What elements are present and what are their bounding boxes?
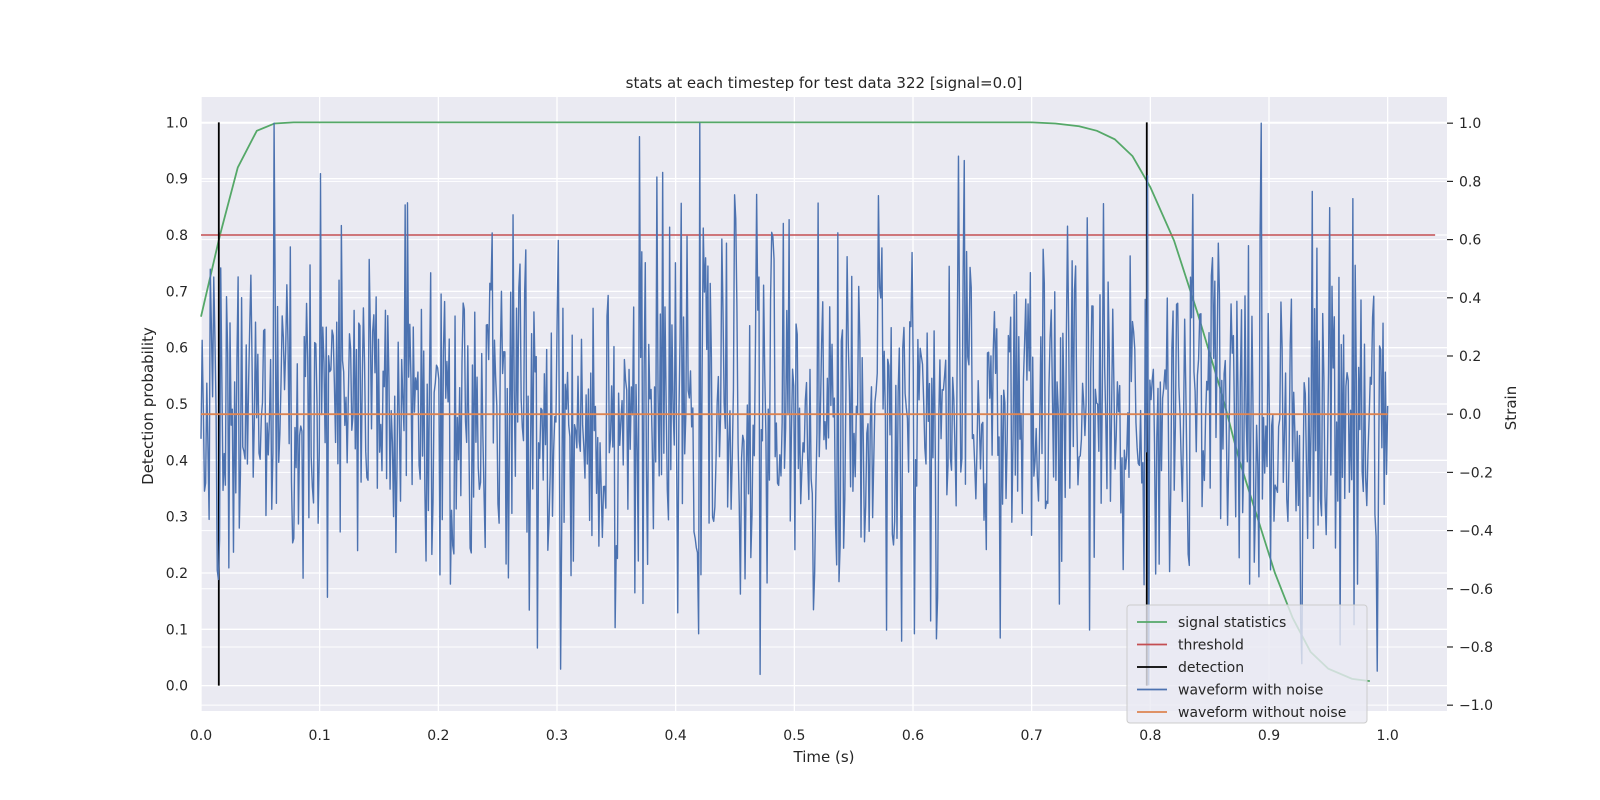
x-tick-label: 0.2 xyxy=(427,728,449,744)
x-tick-label: 0.7 xyxy=(1021,728,1043,744)
y-right-tick-label: −0.8 xyxy=(1459,640,1493,656)
y-left-tick-label: 1.0 xyxy=(166,115,188,131)
y-left-tick-label: 0.3 xyxy=(166,510,188,526)
x-tick-label: 0.0 xyxy=(190,728,212,744)
y-right-tick-label: 0.6 xyxy=(1459,233,1481,249)
y-left-tick-label: 0.4 xyxy=(166,453,188,469)
y-left-tick-labels: 0.0 0.1 0.2 0.3 0.4 0.5 0.6 0.7 0.8 0.9 1.0 xyxy=(166,115,188,694)
y-left-tick-label: 0.9 xyxy=(166,172,188,188)
x-tick-label: 0.9 xyxy=(1258,728,1280,744)
y-right-tick-label: 1.0 xyxy=(1459,116,1481,132)
x-tick-label: 0.8 xyxy=(1139,728,1161,744)
legend-label: threshold xyxy=(1178,638,1244,654)
series-signal-statistics xyxy=(200,121,1370,683)
y-right-tick-label: −0.6 xyxy=(1459,582,1493,598)
x-tick-label: 0.5 xyxy=(783,728,805,744)
y-left-tick-label: 0.0 xyxy=(166,679,188,695)
legend: signal statistics threshold detection wavef… xyxy=(1126,604,1368,724)
x-tick-label: 0.6 xyxy=(902,728,924,744)
legend-label: waveform with noise xyxy=(1178,683,1323,699)
y-right-tick-label: 0.8 xyxy=(1459,174,1481,190)
y-right-tick-label: −1.0 xyxy=(1459,698,1493,714)
x-tick-label: 0.3 xyxy=(546,728,568,744)
series-layer xyxy=(200,121,1436,686)
x-tick-labels: 0.0 0.1 0.2 0.3 0.4 0.5 0.6 0.7 0.8 0.9 1.0 xyxy=(190,728,1399,744)
y-right-tick-label: −0.4 xyxy=(1459,524,1493,540)
x-tick-label: 0.1 xyxy=(309,728,331,744)
y-right-tick-label: 0.2 xyxy=(1459,349,1481,365)
y-left-tick-label: 0.6 xyxy=(166,341,188,357)
chart-title: stats at each timestep for test data 322… xyxy=(626,74,1023,92)
y-left-tick-label: 0.2 xyxy=(166,566,188,582)
x-tick-label: 0.4 xyxy=(665,728,687,744)
y-right-tick-label: −0.2 xyxy=(1459,465,1493,481)
y-right-tick-labels: −1.0 −0.8 −0.6 −0.4 −0.2 0.0 0.2 0.4 0.6 0.8 1.0 xyxy=(1447,116,1493,714)
y-left-tick-label: 0.5 xyxy=(166,397,188,413)
legend-label: signal statistics xyxy=(1178,615,1286,631)
legend-box xyxy=(1126,604,1368,724)
legend-label: waveform without noise xyxy=(1178,705,1346,721)
y-left-tick-label: 0.8 xyxy=(166,228,188,244)
y-left-tick-label: 0.1 xyxy=(166,622,188,638)
y-axis-title-right: Strain xyxy=(1502,386,1520,430)
series-waveform-with-noise xyxy=(200,122,1389,686)
y-axis-title-left: Detection probability xyxy=(139,327,157,485)
x-axis-title: Time (s) xyxy=(793,748,855,766)
legend-items: signal statistics threshold detection wavef… xyxy=(1137,615,1346,721)
legend-label: detection xyxy=(1178,660,1244,676)
y-right-tick-label: 0.0 xyxy=(1459,407,1481,423)
y-left-tick-label: 0.7 xyxy=(166,284,188,300)
y-right-tick-label: 0.4 xyxy=(1459,291,1481,307)
x-tick-label: 1.0 xyxy=(1377,728,1399,744)
